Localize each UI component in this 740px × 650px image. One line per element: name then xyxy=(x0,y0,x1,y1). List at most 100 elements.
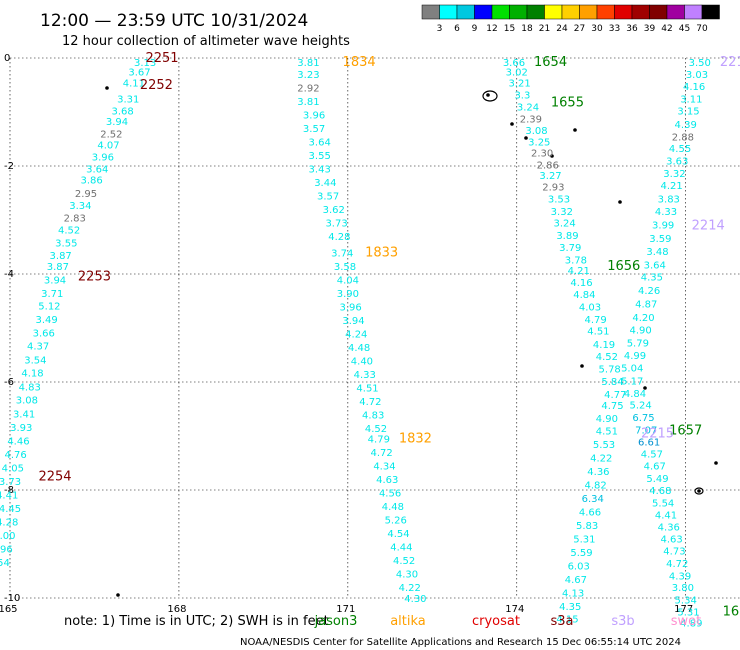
wave-height-value: 4.87 xyxy=(635,300,657,311)
wave-height-value: 4.39 xyxy=(675,120,697,131)
wave-height-value: 7.07 xyxy=(635,426,657,437)
y-tick-label: -6 xyxy=(4,377,14,388)
wave-height-value: 4.48 xyxy=(348,343,370,354)
wave-height-value: 4.18 xyxy=(21,368,43,379)
wave-height-value: 4.33 xyxy=(655,207,677,218)
wave-height-value: 5.84 xyxy=(601,377,623,388)
legend-label: 27 xyxy=(574,24,585,34)
wave-height-value: 4.54 xyxy=(0,558,10,569)
wave-height-value: 4.51 xyxy=(356,383,378,394)
island-mark xyxy=(714,461,718,465)
wave-height-value: 3.25 xyxy=(528,138,550,149)
satellite-name: cryosat xyxy=(472,614,520,629)
wave-height-value: 3.54 xyxy=(24,355,46,366)
wave-height-value: 3.68 xyxy=(111,106,133,117)
wave-height-value: 3.49 xyxy=(35,315,57,326)
wave-height-value: 3.96 xyxy=(92,152,114,163)
wave-height-value: 3.94 xyxy=(342,316,364,327)
wave-height-value: 3.63 xyxy=(666,157,688,168)
wave-height-value: 3.87 xyxy=(47,262,69,273)
wave-height-value: 4.00 xyxy=(0,531,16,542)
legend-swatch xyxy=(474,4,493,20)
wave-height-value: 4.30 xyxy=(396,570,418,581)
wave-height-value: 2.93 xyxy=(542,183,564,194)
wave-height-value: 3.80 xyxy=(672,583,694,594)
wave-height-value: 4.52 xyxy=(393,556,415,567)
wave-height-value: 4.77 xyxy=(604,390,626,401)
wave-height-value: 6.03 xyxy=(568,562,590,573)
wave-height-value: 4.22 xyxy=(399,583,421,594)
wave-height-value: 4.30 xyxy=(404,594,426,605)
wave-height-value: 4.44 xyxy=(390,543,412,554)
wave-height-value: 3.3 xyxy=(514,91,530,102)
legend-swatch xyxy=(701,4,720,20)
pass-time-label: 2214 xyxy=(692,218,725,233)
x-tick-labels: 165 168 171 174 177 xyxy=(0,604,693,615)
x-tick-label: 177 xyxy=(674,604,693,615)
wave-height-value: 3.31 xyxy=(117,95,139,106)
pass-time-label: 1656 xyxy=(607,259,640,274)
wave-height-value: 4.03 xyxy=(579,302,601,313)
wave-height-value: 4.16 xyxy=(683,82,705,93)
wave-height-value: 3.86 xyxy=(81,176,103,187)
wave-height-value: 4.57 xyxy=(641,449,663,460)
wave-height-value: 4.68 xyxy=(649,486,671,497)
wave-height-value: 4.52 xyxy=(365,424,387,435)
legend-label: 24 xyxy=(556,24,568,34)
wave-height-value: 4.35 xyxy=(641,273,663,284)
satellite-name: s3b xyxy=(611,614,634,629)
pass-time-label: 2252 xyxy=(140,78,173,93)
y-tick-label: -8 xyxy=(4,485,14,496)
wave-height-value: 4.83 xyxy=(19,382,41,393)
wave-height-value: 3.74 xyxy=(331,248,353,259)
wave-height-value: 3.23 xyxy=(297,70,319,81)
legend-swatch xyxy=(579,4,598,20)
pass-time-label: 2213 xyxy=(720,55,740,70)
pass-time-label: 2253 xyxy=(78,270,111,285)
legend-label: 12 xyxy=(486,24,497,34)
legend-label: 33 xyxy=(609,24,620,34)
wave-height-value: 4.52 xyxy=(58,226,80,237)
wave-height-value: 4.63 xyxy=(660,535,682,546)
wave-height-value: 5.59 xyxy=(570,548,592,559)
wave-height-value: 3.73 xyxy=(0,477,21,488)
wave-height-value: 4.84 xyxy=(573,290,595,301)
wave-height-value: 3.24 xyxy=(553,219,575,230)
wave-height-value: 3.08 xyxy=(16,395,38,406)
y-tick-label: 0 xyxy=(4,53,10,64)
wave-height-value: 3.02 xyxy=(506,68,528,79)
wave-height-value: 4.13 xyxy=(562,589,584,600)
wave-height-value: 4.16 xyxy=(570,278,592,289)
wave-height-value: 4.21 xyxy=(568,266,590,277)
wave-height-value: 3.67 xyxy=(128,68,150,79)
wave-height-value: 3.71 xyxy=(41,289,63,300)
wave-height-value: 4.21 xyxy=(660,181,682,192)
wave-height-value: 3.79 xyxy=(559,243,581,254)
wave-height-value: 3.13 xyxy=(134,58,156,69)
wave-height-value: 5.26 xyxy=(385,516,407,527)
wave-height-value: 4.46 xyxy=(7,436,29,447)
wave-height-value: 4.11 xyxy=(123,78,145,89)
x-tick-label: 174 xyxy=(505,604,524,615)
wave-height-value: 3.55 xyxy=(309,151,331,162)
y-tick-labels: 0 -2 -4 -6 -8 -10 xyxy=(4,53,20,604)
wave-height-value: 3.21 xyxy=(508,78,530,89)
island-mark xyxy=(618,200,622,204)
legend-swatch xyxy=(649,4,668,20)
wave-height-value: 4.51 xyxy=(596,427,618,438)
x-tick-label: 165 xyxy=(0,604,18,615)
legend-swatch xyxy=(544,4,563,20)
wave-height-value: 3.96 xyxy=(340,302,362,313)
legend-label: 70 xyxy=(696,24,708,34)
wave-height-value: 4.72 xyxy=(666,559,688,570)
wave-height-value: 5.34 xyxy=(675,596,697,607)
wave-height-value: 3.57 xyxy=(303,124,325,135)
wave-height-value: 4.89 xyxy=(680,618,702,629)
wave-height-value: 3.94 xyxy=(106,117,128,128)
wave-height-value: 4.04 xyxy=(337,275,359,286)
wave-height-value: 2.92 xyxy=(297,84,319,95)
wave-height-value: 4.36 xyxy=(587,467,609,478)
island-mark xyxy=(643,386,647,390)
